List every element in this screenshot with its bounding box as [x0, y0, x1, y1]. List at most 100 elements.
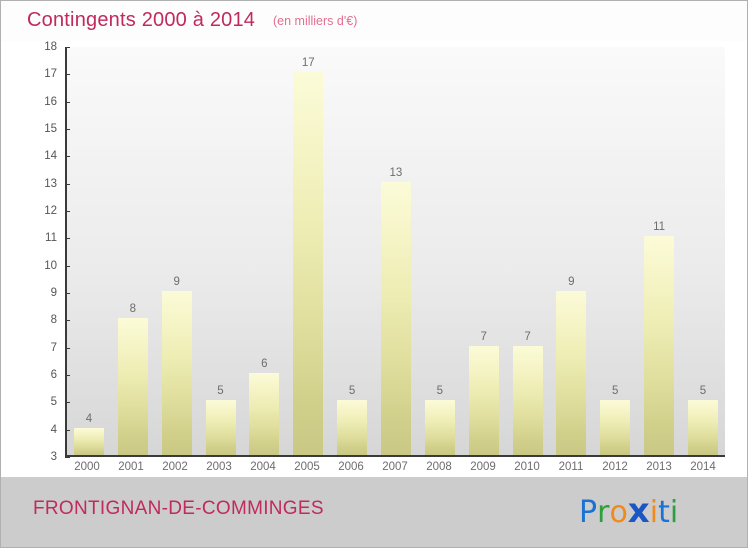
- bar-column[interactable]: 5: [205, 47, 236, 455]
- x-axis-tick-label: 2007: [382, 461, 408, 473]
- bar-column[interactable]: 5: [424, 47, 455, 455]
- bar-value-label: 17: [301, 57, 315, 70]
- y-axis-tick-mark: [65, 129, 70, 130]
- y-axis-tick-mark: [65, 320, 70, 322]
- bar-column[interactable]: 5: [337, 47, 368, 455]
- y-axis-tick-label: 12: [44, 205, 57, 217]
- chart-header: Contingents 2000 à 2014 (en milliers d'€…: [1, 1, 747, 41]
- bar-column[interactable]: 8: [117, 47, 148, 455]
- x-axis-tick-label: 2003: [206, 461, 232, 473]
- proxiti-logo[interactable]: Proxiti: [579, 491, 678, 531]
- x-axis: 2000 2001 2002 2003 2004 2005 2006 2007 2008 2009…: [65, 461, 725, 481]
- y-axis-tick-label: 18: [44, 41, 57, 53]
- bar[interactable]: [556, 291, 587, 455]
- y-axis-tick-label: 10: [44, 259, 57, 272]
- commune-name: FRONTIGNAN-DE-COMMINGES: [33, 498, 324, 519]
- bar-column[interactable]: 9: [556, 47, 587, 455]
- y-axis-tick-mark: [65, 457, 70, 458]
- logo-letter: i: [649, 495, 659, 530]
- logo-letter: i: [669, 495, 679, 530]
- bar[interactable]: [249, 373, 280, 455]
- y-axis-tick-label: 16: [44, 95, 57, 108]
- x-axis-tick-label: 2005: [294, 461, 320, 473]
- bar-value-label: 5: [217, 385, 224, 398]
- bar[interactable]: [468, 345, 499, 455]
- bar-value-label: 4: [85, 412, 93, 425]
- bar[interactable]: [205, 400, 236, 455]
- bar-column[interactable]: 4: [73, 47, 104, 455]
- y-axis-tick-label: 4: [50, 423, 57, 436]
- x-axis-tick-label: 2014: [690, 461, 716, 473]
- y-axis-tick-label: 7: [50, 341, 57, 354]
- logo-letter: P: [579, 495, 598, 530]
- bar[interactable]: [380, 181, 411, 455]
- logo-letter: r: [597, 495, 610, 530]
- y-axis-tick-mark: [65, 101, 70, 103]
- y-axis-tick-label: 17: [44, 68, 57, 81]
- bar[interactable]: [117, 318, 148, 455]
- y-axis-tick-mark: [65, 375, 70, 376]
- x-axis-tick-label: 2011: [558, 461, 584, 473]
- logo-letter: t: [658, 495, 670, 530]
- y-axis-tick-label: 6: [50, 369, 57, 381]
- y-axis-tick-label: 8: [50, 314, 57, 327]
- y-axis: 3 4 5 6 7 8 9 10 11 12 13 14 15 16 17 18: [1, 41, 63, 463]
- bar-column[interactable]: 13: [380, 47, 411, 455]
- y-axis-tick-label: 15: [44, 123, 57, 135]
- bar-value-label: 8: [129, 303, 136, 316]
- y-axis-tick-mark: [65, 265, 70, 267]
- bar-value-label: 6: [261, 358, 268, 370]
- y-axis-tick-mark: [65, 74, 70, 76]
- bar[interactable]: [644, 236, 675, 455]
- y-axis-tick-label: 11: [45, 232, 57, 245]
- chart-unit-subtitle: (en milliers d'€): [273, 14, 358, 28]
- y-axis-tick-mark: [65, 347, 70, 349]
- bar[interactable]: [293, 72, 324, 455]
- y-axis-tick-mark: [65, 156, 70, 158]
- bar[interactable]: [337, 400, 368, 455]
- bar[interactable]: [687, 400, 718, 455]
- bar-column[interactable]: 7: [468, 47, 499, 455]
- y-axis-tick-mark: [65, 183, 70, 185]
- bar[interactable]: [73, 427, 104, 455]
- x-axis-tick-label: 2013: [646, 461, 672, 473]
- bar[interactable]: [424, 400, 455, 455]
- bar-value-label: 11: [653, 221, 666, 234]
- bar-value-label: 5: [348, 385, 356, 398]
- bar-value-label: 5: [612, 385, 619, 398]
- bar-column[interactable]: 11: [644, 47, 675, 455]
- x-axis-tick-label: 2006: [338, 461, 364, 473]
- bar-value-label: 7: [480, 330, 487, 343]
- bar-value-label: 5: [699, 385, 707, 398]
- logo-letter: x: [627, 491, 650, 531]
- x-axis-tick-label: 2009: [470, 461, 496, 473]
- y-axis-tick-label: 13: [44, 177, 57, 190]
- chart-footer: FRONTIGNAN-DE-COMMINGES Proxiti: [1, 477, 747, 547]
- bar[interactable]: [161, 291, 192, 455]
- bar-column[interactable]: 7: [512, 47, 543, 455]
- bar[interactable]: [512, 345, 543, 455]
- plot-area: 4 8 9 5 6 17 5 13 5 7 7 9 5 11 5: [65, 47, 725, 457]
- bar-value-label: 13: [389, 166, 403, 179]
- y-axis-tick-mark: [65, 238, 70, 240]
- x-axis-tick-label: 2000: [74, 461, 100, 473]
- bar-column[interactable]: 17: [293, 47, 324, 455]
- y-axis-tick-mark: [65, 402, 70, 404]
- bar-value-label: 5: [436, 385, 443, 398]
- page-title: Contingents 2000 à 2014: [27, 9, 256, 31]
- y-axis-tick-mark: [65, 429, 70, 431]
- bar-column[interactable]: 5: [600, 47, 631, 455]
- y-axis-tick-mark: [65, 47, 70, 48]
- y-axis-tick-label: 14: [44, 150, 57, 163]
- y-axis-tick-mark: [65, 293, 70, 294]
- x-axis-tick-label: 2012: [602, 461, 628, 473]
- bar-column[interactable]: 9: [161, 47, 192, 455]
- bar-column[interactable]: 6: [249, 47, 280, 455]
- bar[interactable]: [600, 400, 631, 455]
- y-axis-tick-label: 5: [50, 396, 57, 409]
- y-axis-tick-label: 3: [50, 451, 57, 463]
- bar-series: 4 8 9 5 6 17 5 13 5 7 7 9 5 11 5: [67, 47, 725, 455]
- bar-column[interactable]: 5: [687, 47, 718, 455]
- x-axis-tick-label: 2004: [250, 461, 276, 473]
